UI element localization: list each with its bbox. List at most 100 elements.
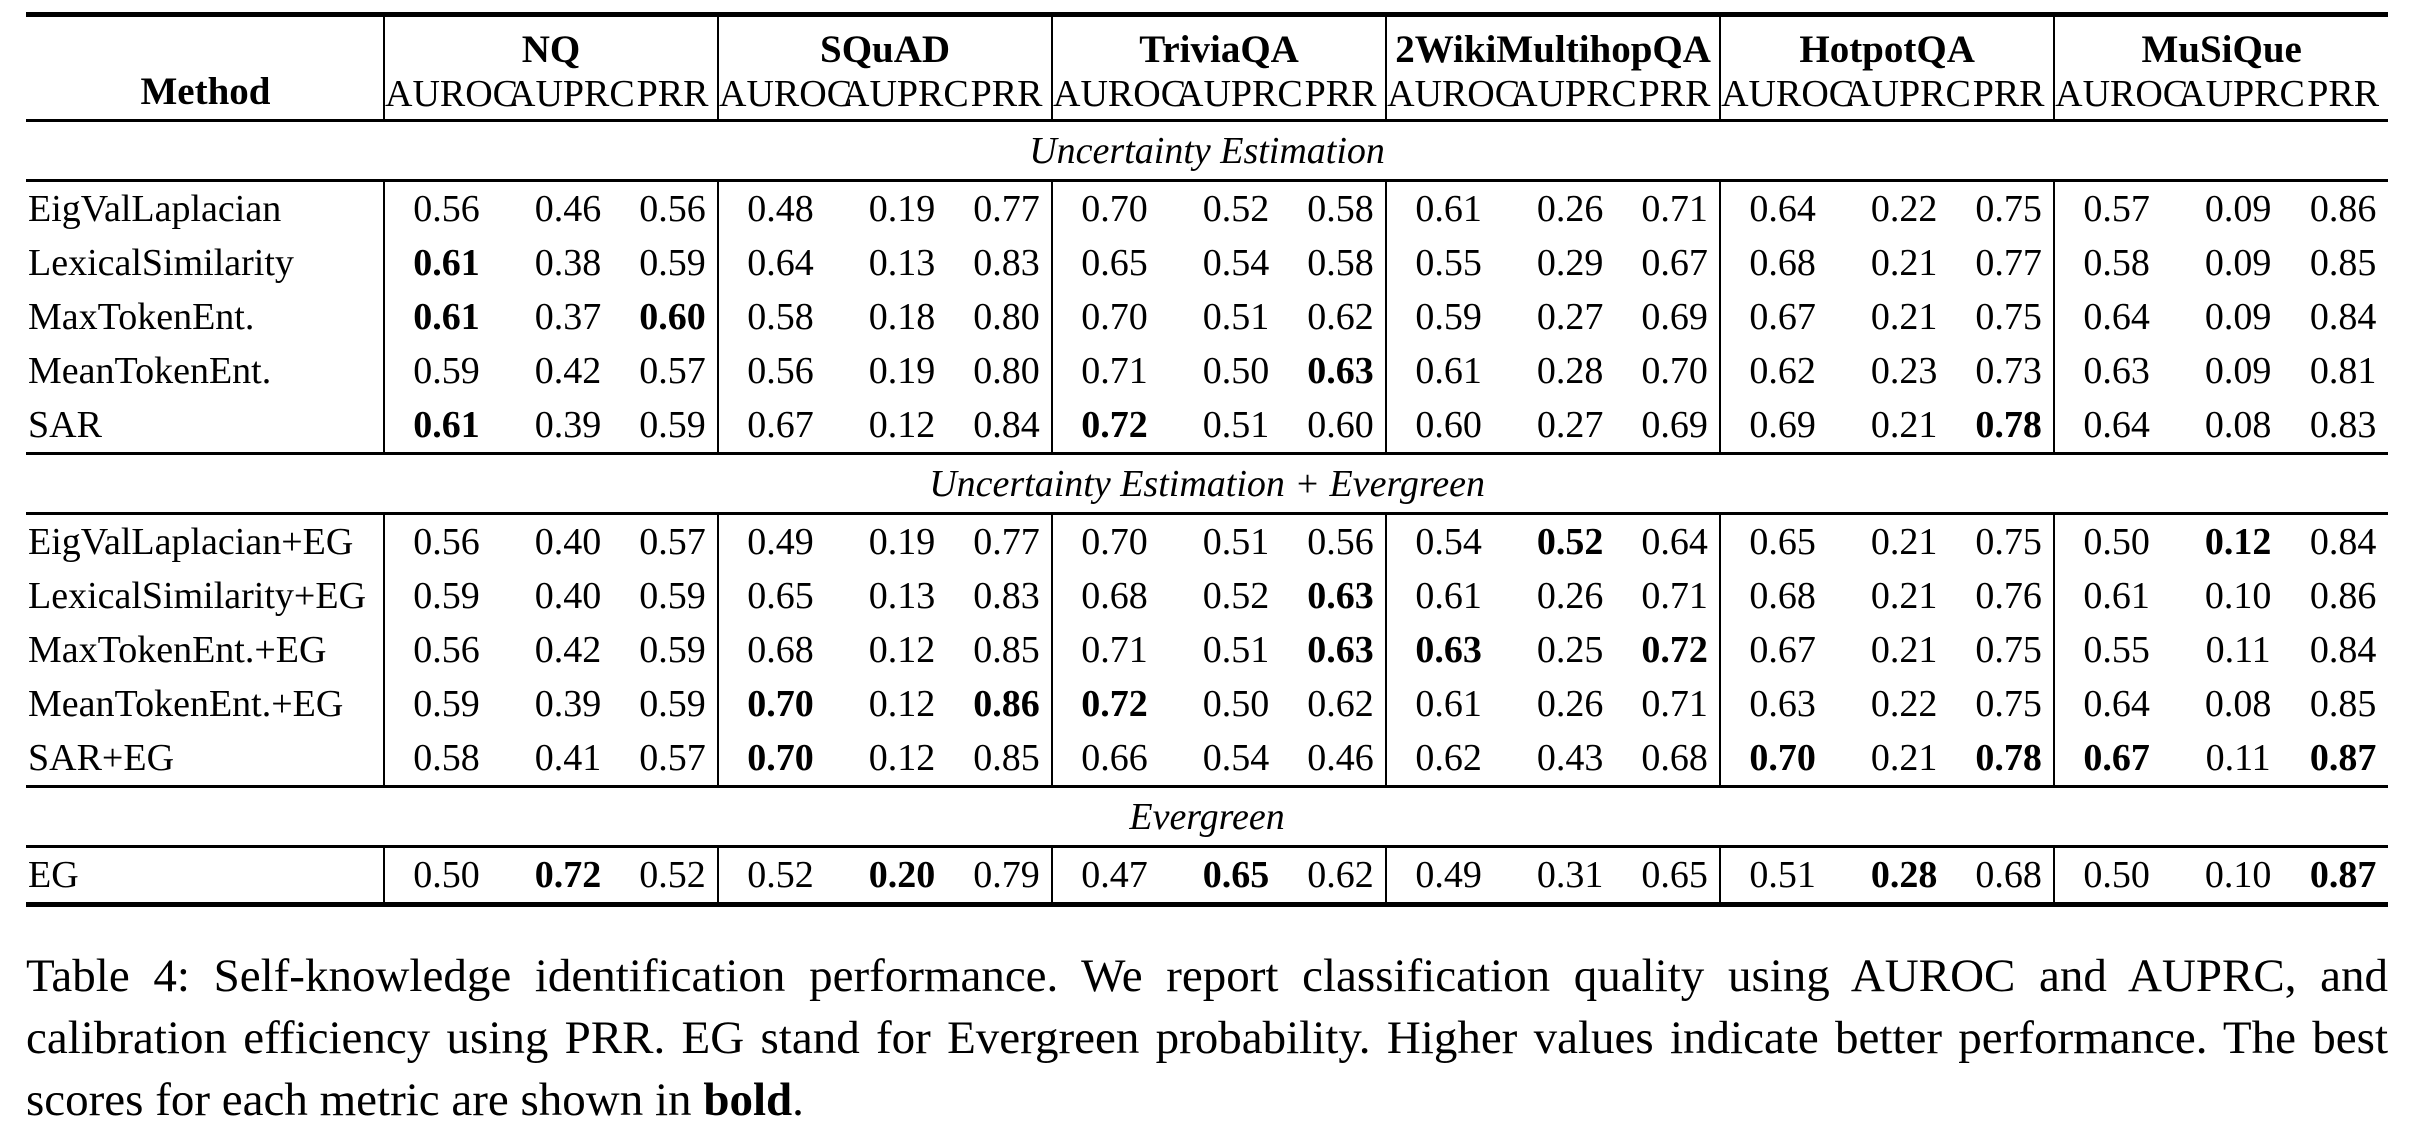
value-cell: 0.54 <box>1202 242 1270 284</box>
value-cell: 0.50 <box>1202 350 1270 392</box>
method-cell: SAR <box>26 398 385 454</box>
caption-suffix: . <box>792 1074 804 1127</box>
value-cell: 0.39 <box>534 404 602 446</box>
metric-header-auroc: AUROC <box>383 69 518 122</box>
value-cell: 0.67 <box>1719 623 1845 677</box>
value-cell: 0.59 <box>1385 290 1511 344</box>
value-cell: 0.64 <box>1641 521 1708 563</box>
value-cell: 0.46 <box>1307 737 1374 779</box>
value-cell: 0.87 <box>2309 737 2377 779</box>
value-cell: 0.72 <box>1051 398 1177 454</box>
value-cell: 0.78 <box>1975 404 2042 446</box>
value-cell: 0.73 <box>1975 350 2042 392</box>
metric-header-prr: PRR <box>1296 69 1387 122</box>
value-cell: 0.70 <box>1051 290 1177 344</box>
value-cell: 0.56 <box>1307 521 1374 563</box>
value-cell: 0.12 <box>868 629 936 671</box>
value-cell: 0.86 <box>973 683 1040 725</box>
value-cell: 0.57 <box>639 350 706 392</box>
value-cell: 0.59 <box>383 569 508 623</box>
value-cell: 0.69 <box>1641 296 1708 338</box>
value-cell: 0.42 <box>534 350 602 392</box>
value-cell: 0.26 <box>1536 188 1604 230</box>
value-cell: 0.65 <box>1051 236 1177 290</box>
value-cell: 0.26 <box>1536 575 1604 617</box>
section-header-row: Uncertainty Estimation <box>26 119 2389 182</box>
value-cell: 0.65 <box>717 569 843 623</box>
value-cell: 0.51 <box>1202 296 1270 338</box>
value-cell: 0.70 <box>717 731 843 787</box>
metric-header-prr: PRR <box>2298 69 2389 122</box>
value-cell: 0.56 <box>383 180 508 236</box>
value-cell: 0.85 <box>2309 242 2377 284</box>
value-cell: 0.67 <box>1641 242 1708 284</box>
value-cell: 0.64 <box>2053 677 2179 731</box>
value-cell: 0.61 <box>1385 677 1511 731</box>
value-cell: 0.69 <box>1719 398 1845 454</box>
value-cell: 0.27 <box>1536 404 1604 446</box>
value-cell: 0.12 <box>868 683 936 725</box>
value-cell: 0.71 <box>1051 344 1177 398</box>
header-row-metrics: AUROC AUPRC PRR AUROC AUPRC PRR AUROC AUPRC PRR A… <box>26 69 2389 122</box>
value-cell: 0.68 <box>1719 236 1845 290</box>
value-cell: 0.70 <box>1051 513 1177 569</box>
method-cell: MeanTokenEnt.+EG <box>26 677 385 731</box>
metric-header-auprc: AUPRC <box>1176 69 1303 122</box>
method-cell: LexicalSimilarity+EG <box>26 569 385 623</box>
value-cell: 0.10 <box>2204 854 2272 896</box>
column-header-method: Method <box>26 14 385 122</box>
table-row: EigValLaplacian+EG 0.56 0.40 0.57 0.49 0.19 0.… <box>26 513 2388 569</box>
value-cell: 0.86 <box>2309 575 2377 617</box>
group-header-triviaqa: TriviaQA <box>1051 14 1387 69</box>
value-cell: 0.52 <box>1202 188 1270 230</box>
header-row-datasets: Method NQ SQuAD TriviaQA 2WikiMultihopQA Hotp… <box>26 14 2389 122</box>
value-cell: 0.09 <box>2204 242 2272 284</box>
caption-bold-word: bold <box>703 1074 793 1127</box>
value-cell: 0.11 <box>2205 629 2271 671</box>
value-cell: 0.08 <box>2204 683 2272 725</box>
value-cell: 0.58 <box>1307 188 1374 230</box>
value-cell: 0.63 <box>1307 629 1374 671</box>
value-cell: 0.67 <box>2053 731 2179 787</box>
value-cell: 0.50 <box>383 846 508 905</box>
value-cell: 0.54 <box>1202 737 1270 779</box>
value-cell: 0.19 <box>868 350 936 392</box>
table-row: MeanTokenEnt. 0.59 0.42 0.57 0.56 0.19 0.80 0.7… <box>26 344 2388 398</box>
value-cell: 0.64 <box>2053 290 2179 344</box>
value-cell: 0.08 <box>2204 404 2272 446</box>
value-cell: 0.28 <box>1870 854 1938 896</box>
value-cell: 0.58 <box>2053 236 2179 290</box>
value-cell: 0.75 <box>1975 683 2042 725</box>
value-cell: 0.60 <box>639 296 706 338</box>
table-caption: Table 4: Self-knowledge identification p… <box>26 945 2388 1131</box>
value-cell: 0.19 <box>868 188 936 230</box>
metric-header-auprc: AUPRC <box>2178 69 2305 122</box>
value-cell: 0.42 <box>534 629 602 671</box>
method-cell: LexicalSimilarity <box>26 236 385 290</box>
value-cell: 0.85 <box>973 629 1040 671</box>
value-cell: 0.63 <box>2053 344 2179 398</box>
group-header-musique: MuSiQue <box>2053 14 2389 69</box>
metric-header-prr: PRR <box>1630 69 1721 122</box>
value-cell: 0.51 <box>1202 521 1270 563</box>
value-cell: 0.46 <box>534 188 602 230</box>
value-cell: 0.52 <box>1202 575 1270 617</box>
value-cell: 0.77 <box>973 521 1040 563</box>
value-cell: 0.66 <box>1051 731 1177 787</box>
value-cell: 0.49 <box>717 513 843 569</box>
value-cell: 0.51 <box>1202 404 1270 446</box>
value-cell: 0.62 <box>1719 344 1845 398</box>
caption-text: Table 4: Self-knowledge identification p… <box>26 950 2388 1127</box>
value-cell: 0.56 <box>717 344 843 398</box>
value-cell: 0.84 <box>2309 296 2377 338</box>
value-cell: 0.80 <box>973 296 1040 338</box>
value-cell: 0.67 <box>717 398 843 454</box>
group-header-2wikimultihopqa: 2WikiMultihopQA <box>1385 14 1721 69</box>
table-row: MaxTokenEnt.+EG 0.56 0.42 0.59 0.68 0.12 0.85 0… <box>26 623 2388 677</box>
value-cell: 0.13 <box>868 242 936 284</box>
section-header-row: Evergreen <box>26 785 2389 848</box>
value-cell: 0.71 <box>1641 575 1708 617</box>
value-cell: 0.55 <box>2053 623 2179 677</box>
value-cell: 0.61 <box>383 290 508 344</box>
value-cell: 0.10 <box>2204 575 2272 617</box>
